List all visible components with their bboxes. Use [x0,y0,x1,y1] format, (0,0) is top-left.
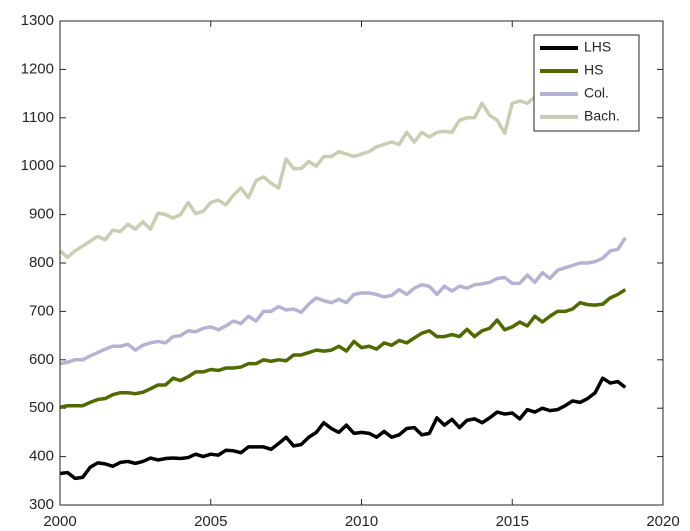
x-tick-label: 2010 [345,513,378,530]
x-tick-label: 2005 [194,513,227,530]
series-line [58,95,536,259]
y-tick-label: 500 [29,399,54,416]
y-tick-label: 800 [29,254,54,271]
axes-box [59,20,664,506]
x-tick-label: 2015 [496,513,529,530]
y-tick-label: 1000 [21,157,54,174]
y-tick-label: 700 [29,302,54,319]
x-tick-label: 2020 [646,513,679,530]
legend-label: HS [584,62,603,78]
y-tick-label: 900 [29,206,54,223]
y-tick-label: 600 [29,351,54,368]
y-tick-label: 1100 [22,109,54,126]
series-line [59,236,627,366]
y-tick-label: 300 [29,496,54,513]
series-line [59,376,627,481]
y-tick-label: 400 [29,448,54,465]
legend-label: LHS [584,39,611,55]
legend-label: Col. [584,85,609,101]
series-line [59,288,627,409]
y-tick-label: 1300 [21,12,54,29]
y-tick-label: 1200 [21,60,54,77]
x-tick-label: 2000 [43,513,76,530]
legend-label: Bach. [584,108,620,124]
